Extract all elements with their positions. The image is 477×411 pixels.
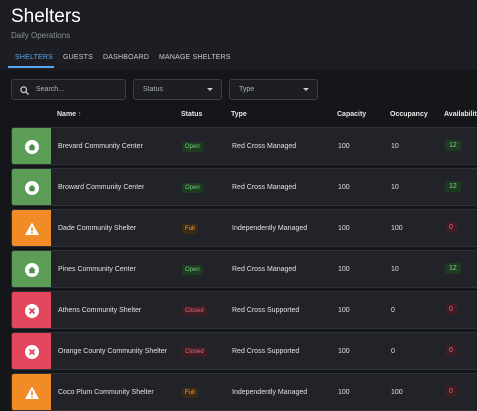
search-placeholder: Search... [36,86,65,93]
tab[interactable]: GUESTS [63,54,93,61]
shelter-type: Red Cross Managed [232,184,297,191]
status-icon [12,169,51,205]
column-header[interactable]: Name ↑ [57,111,82,118]
occupancy: 100 [391,225,403,232]
shelter-type: Red Cross Managed [232,266,297,273]
status-chip: Open [182,142,203,152]
occupancy: 10 [391,143,399,150]
shelter-name: Broward Community Center [58,184,145,191]
shelter-type: Independently Managed [232,225,308,232]
table-row[interactable]: Pines Community Center Open Red Cross Mana… [11,250,477,288]
active-tab-indicator [8,66,54,68]
capacity: 100 [338,266,350,273]
availability-chip: 0 [445,304,457,315]
status-icon [12,333,51,369]
header: Shelters Daily Operations SHELTERS GUESTS… [0,0,477,70]
shelter-name: Brevard Community Center [58,143,143,150]
column-header[interactable]: Availability [444,111,477,118]
table-row[interactable]: Athens Community Shelter Closed Red Cross … [11,291,477,329]
occupancy: 10 [391,184,399,191]
capacity: 100 [338,184,350,191]
status-icon [12,210,51,246]
status-chip: Closed [182,306,207,316]
status-glyph [25,304,39,318]
capacity: 100 [338,307,350,314]
column-header[interactable]: Status [181,111,203,118]
type-dropdown-label: Type [239,86,255,93]
sort-arrow: ↑ [76,111,82,118]
shelter-name: Orange County Community Shelter [58,348,167,355]
type-dropdown[interactable]: Type [229,79,318,100]
tab[interactable]: MANAGE SHELTERS [159,54,231,61]
shelter-type: Red Cross Supported [232,348,300,355]
availability-chip: 12 [445,140,461,151]
capacity: 100 [338,225,350,232]
status-chip: Open [182,183,203,193]
status-glyph [25,140,39,154]
page-subtitle: Daily Operations [11,31,71,40]
status-glyph [25,263,39,277]
occupancy: 10 [391,266,399,273]
status-glyph [25,181,39,195]
shelter-type: Independently Managed [232,389,308,396]
status-glyph [25,222,39,235]
availability-chip: 0 [445,345,457,356]
table-row[interactable]: Coco Plum Community Shelter Full Independe… [11,373,477,411]
status-glyph [25,386,39,399]
status-chip: Full [182,224,198,234]
search-icon [20,86,29,95]
status-icon [12,128,51,164]
shelter-name: Pines Community Center [58,266,136,273]
status-dropdown-label: Status [143,86,163,93]
occupancy: 0 [391,307,395,314]
status-glyph [25,345,39,359]
occupancy: 100 [391,389,403,396]
availability-chip: 0 [445,386,457,397]
availability-chip: 12 [445,263,461,274]
column-header[interactable]: Capacity [337,111,367,118]
column-header[interactable]: Type [231,111,247,118]
availability-chip: 0 [445,222,457,233]
occupancy: 0 [391,348,395,355]
status-dropdown[interactable]: Status [133,79,222,100]
tab[interactable]: DASHBOARD [103,54,150,61]
shelter-name: Athens Community Shelter [58,307,142,314]
status-chip: Full [182,388,198,398]
status-icon [12,292,51,328]
page-title: Shelters [11,6,81,27]
table-row[interactable]: Orange County Community Shelter Closed Red… [11,332,477,370]
status-chip: Open [182,265,203,275]
capacity: 100 [338,389,350,396]
table-row[interactable]: Broward Community Center Open Red Cross Ma… [11,168,477,206]
status-icon [12,374,51,410]
availability-chip: 12 [445,181,461,192]
shelter-type: Red Cross Supported [232,307,300,314]
capacity: 100 [338,348,350,355]
table-row[interactable]: Dade Community Shelter Full Independently … [11,209,477,247]
tab[interactable]: SHELTERS [15,54,54,61]
shelter-name: Coco Plum Community Shelter [58,389,154,396]
status-chip: Closed [182,347,207,357]
shelter-type: Red Cross Managed [232,143,297,150]
column-header[interactable]: Occupancy [390,111,428,118]
table-row[interactable]: Brevard Community Center Open Red Cross Ma… [11,127,477,165]
shelter-name: Dade Community Shelter [58,225,137,232]
search-box[interactable]: Search... [11,79,126,100]
status-icon [12,251,51,287]
capacity: 100 [338,143,350,150]
